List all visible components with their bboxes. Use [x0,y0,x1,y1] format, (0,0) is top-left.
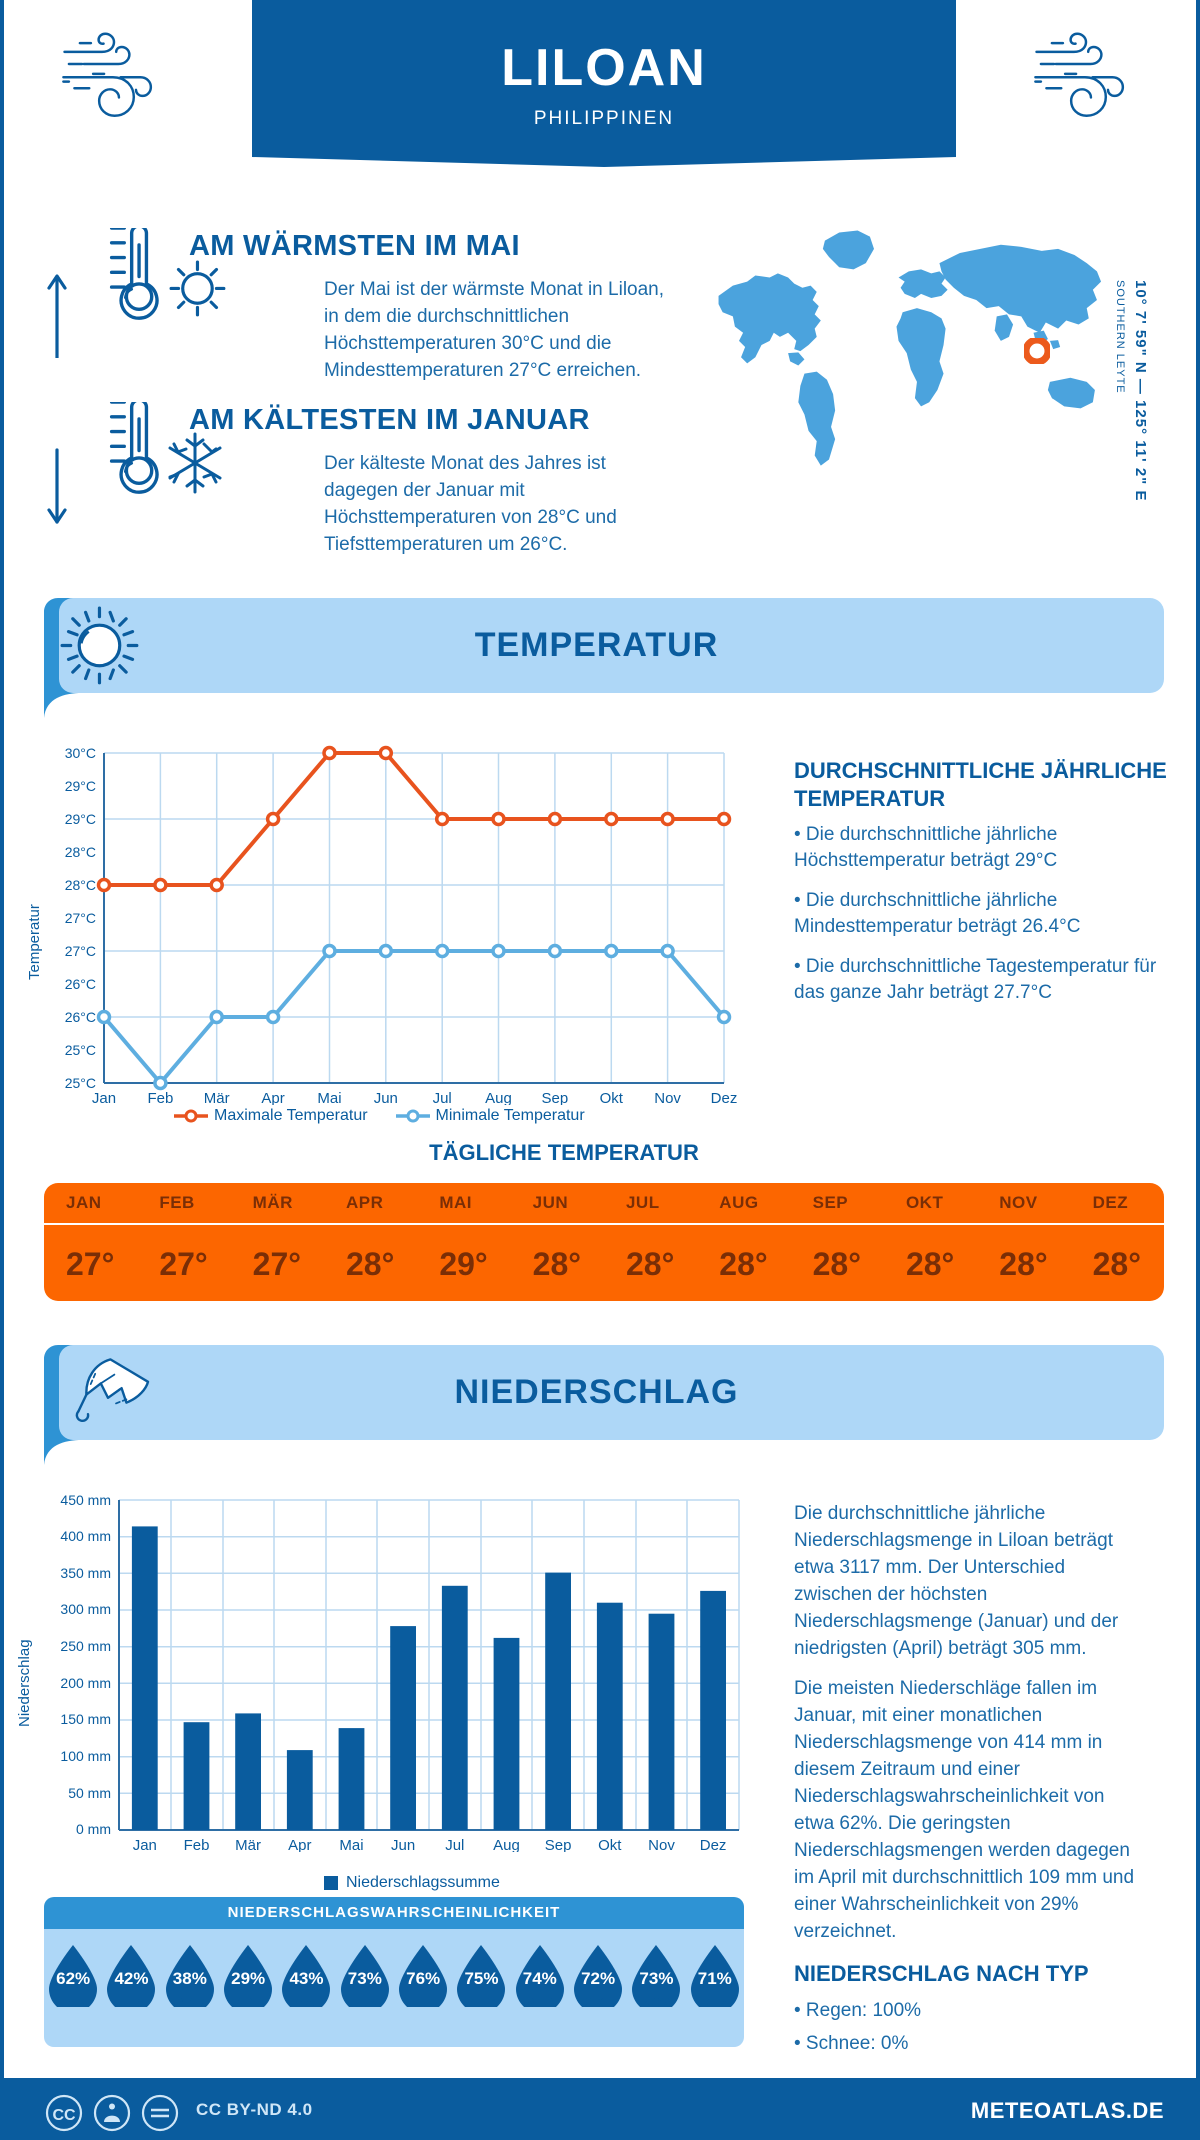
svg-text:Dez: Dez [700,1837,727,1852]
svg-text:Okt: Okt [600,1090,624,1105]
svg-text:100 mm: 100 mm [60,1748,111,1764]
svg-text:Sep: Sep [545,1837,572,1852]
svg-text:Mai: Mai [339,1837,363,1852]
svg-text:450 mm: 450 mm [60,1492,111,1508]
svg-text:Sep: Sep [542,1090,569,1105]
svg-text:29°C: 29°C [65,778,96,794]
svg-text:28°C: 28°C [65,877,96,893]
svg-text:Mär: Mär [235,1837,261,1852]
svg-text:150 mm: 150 mm [60,1711,111,1727]
svg-text:200 mm: 200 mm [60,1675,111,1691]
svg-text:Jun: Jun [391,1837,415,1852]
svg-text:300 mm: 300 mm [60,1601,111,1617]
svg-text:Feb: Feb [184,1837,210,1852]
svg-text:Aug: Aug [493,1837,520,1852]
svg-text:Apr: Apr [288,1837,311,1852]
svg-text:27°C: 27°C [65,943,96,959]
svg-text:CC: CC [52,2107,76,2124]
svg-text:30°C: 30°C [65,745,96,761]
svg-text:Mär: Mär [204,1090,230,1105]
svg-text:Okt: Okt [598,1837,622,1852]
svg-text:29°C: 29°C [65,811,96,827]
svg-text:Jun: Jun [374,1090,398,1105]
svg-text:25°C: 25°C [65,1075,96,1091]
svg-text:Apr: Apr [261,1090,284,1105]
svg-text:250 mm: 250 mm [60,1638,111,1654]
svg-text:350 mm: 350 mm [60,1565,111,1581]
svg-text:Jul: Jul [445,1837,464,1852]
svg-text:Mai: Mai [317,1090,341,1105]
svg-text:Jan: Jan [133,1837,157,1852]
svg-text:Nov: Nov [654,1090,681,1105]
svg-text:27°C: 27°C [65,910,96,926]
svg-text:Dez: Dez [711,1090,738,1105]
svg-text:25°C: 25°C [65,1042,96,1058]
svg-text:0 mm: 0 mm [76,1821,111,1837]
svg-text:Nov: Nov [648,1837,675,1852]
svg-text:26°C: 26°C [65,976,96,992]
svg-text:400 mm: 400 mm [60,1528,111,1544]
svg-text:26°C: 26°C [65,1009,96,1025]
svg-text:Jul: Jul [433,1090,452,1105]
svg-text:50 mm: 50 mm [68,1785,111,1801]
svg-text:Feb: Feb [147,1090,173,1105]
svg-text:Jan: Jan [92,1090,116,1105]
svg-text:28°C: 28°C [65,844,96,860]
svg-text:Aug: Aug [485,1090,512,1105]
